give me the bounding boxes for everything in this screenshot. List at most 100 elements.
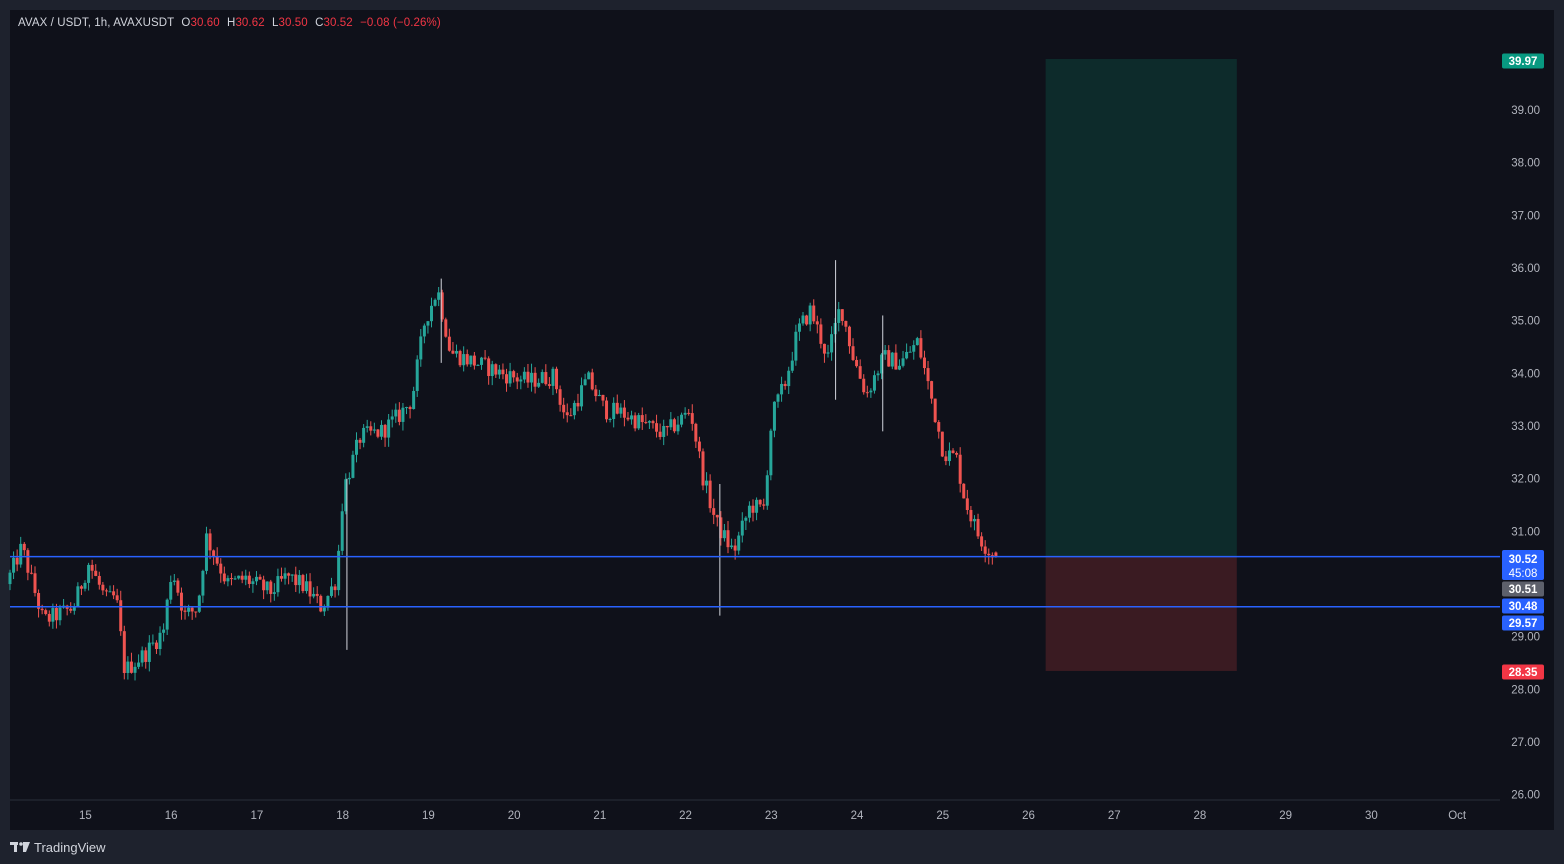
candle-body bbox=[508, 371, 512, 384]
candle-body bbox=[815, 321, 819, 325]
candle-body bbox=[340, 511, 344, 551]
candle-body bbox=[933, 398, 937, 423]
candle-body bbox=[47, 613, 51, 622]
price-axis-label[interactable]: 31.00 bbox=[1511, 526, 1540, 538]
stop-price-tag[interactable]: 28.35 bbox=[1509, 667, 1538, 679]
candle-body bbox=[222, 573, 226, 582]
tradingview-brand[interactable]: TradingView bbox=[10, 838, 106, 856]
candle-body bbox=[190, 607, 194, 612]
target-price-tag-bg bbox=[1502, 53, 1544, 69]
candle-body bbox=[790, 360, 794, 371]
profit-zone[interactable] bbox=[1045, 58, 1237, 557]
price-axis-label[interactable]: 39.00 bbox=[1511, 105, 1540, 117]
candle-body bbox=[808, 305, 812, 325]
candle-body bbox=[408, 407, 412, 410]
candle-body bbox=[965, 498, 969, 511]
last-price-tag[interactable]: 30.51 bbox=[1509, 584, 1538, 596]
loss-zone[interactable] bbox=[1045, 556, 1237, 671]
candle-body bbox=[855, 359, 859, 367]
candle-body bbox=[976, 518, 980, 537]
symbol-legend: AVAX / USDT, 1h, AVAXUSDT O30.60 H30.62 … bbox=[18, 17, 441, 29]
candle-body bbox=[726, 530, 730, 548]
time-axis-label[interactable]: 29 bbox=[1279, 810, 1292, 822]
time-axis-label[interactable]: 24 bbox=[851, 810, 864, 822]
price-axis-label[interactable]: 38.00 bbox=[1511, 158, 1540, 170]
candle-body bbox=[354, 439, 358, 455]
price-axis-label[interactable]: 34.00 bbox=[1511, 368, 1540, 380]
time-axis-label[interactable]: 25 bbox=[936, 810, 949, 822]
candle-body bbox=[837, 309, 841, 323]
candle-body bbox=[97, 575, 101, 585]
bid-price-tag[interactable]: 30.48 bbox=[1509, 601, 1538, 613]
candle-body bbox=[301, 575, 305, 592]
candle-body bbox=[326, 595, 330, 608]
candle-body bbox=[254, 576, 258, 582]
candle-body bbox=[762, 504, 766, 506]
high-value: 30.62 bbox=[235, 17, 265, 29]
candle-body bbox=[819, 324, 823, 344]
time-axis-label[interactable]: 19 bbox=[422, 810, 435, 822]
candle-body bbox=[201, 570, 205, 596]
price-axis-label[interactable]: 28.00 bbox=[1511, 684, 1540, 696]
time-axis-label[interactable]: 16 bbox=[165, 810, 178, 822]
price-axis-label[interactable]: 37.00 bbox=[1511, 210, 1540, 222]
current-price-tag[interactable]: 30.52 bbox=[1509, 554, 1538, 566]
candle-body bbox=[347, 477, 351, 480]
symbol-name[interactable]: AVAX / USDT, 1h, AVAXUSDT bbox=[18, 17, 175, 29]
time-axis-label[interactable]: 27 bbox=[1108, 810, 1121, 822]
candle-body bbox=[308, 581, 312, 597]
candle-body bbox=[112, 591, 116, 596]
candle-body bbox=[908, 351, 912, 353]
candle-body bbox=[605, 400, 609, 420]
candle-body bbox=[490, 364, 494, 377]
price-axis-label[interactable]: 27.00 bbox=[1511, 737, 1540, 749]
candle-body bbox=[687, 412, 691, 414]
time-axis-label[interactable]: 23 bbox=[765, 810, 778, 822]
time-axis-label[interactable]: 15 bbox=[79, 810, 92, 822]
candle-body bbox=[58, 607, 62, 621]
candle-body bbox=[576, 402, 580, 407]
time-axis-label[interactable]: Oct bbox=[1448, 810, 1467, 822]
candle-body bbox=[787, 370, 791, 387]
time-axis-label[interactable]: 21 bbox=[593, 810, 606, 822]
countdown-tag[interactable]: 45:08 bbox=[1509, 568, 1538, 580]
candle-body bbox=[630, 415, 634, 420]
time-axis-label[interactable]: 28 bbox=[1194, 810, 1207, 822]
price-axis-label[interactable]: 33.00 bbox=[1511, 421, 1540, 433]
candle-body bbox=[304, 581, 308, 592]
target-price-tag[interactable]: 39.97 bbox=[1509, 56, 1538, 68]
candle-body bbox=[951, 450, 955, 453]
candle-body bbox=[183, 610, 187, 612]
candle-body bbox=[883, 350, 887, 355]
candle-body bbox=[862, 378, 866, 393]
line-price-tag[interactable]: 29.57 bbox=[1509, 618, 1538, 630]
candle-body bbox=[333, 586, 337, 591]
time-axis-label[interactable]: 26 bbox=[1022, 810, 1035, 822]
time-axis-label[interactable]: 22 bbox=[679, 810, 692, 822]
price-axis-label[interactable]: 32.00 bbox=[1511, 474, 1540, 486]
candle-body bbox=[172, 580, 176, 582]
time-axis-label[interactable]: 18 bbox=[336, 810, 349, 822]
time-axis-label[interactable]: 30 bbox=[1365, 810, 1378, 822]
price-axis-label[interactable]: 35.00 bbox=[1511, 316, 1540, 328]
candle-body bbox=[447, 336, 451, 351]
time-axis-label[interactable]: 20 bbox=[508, 810, 521, 822]
open-value: 30.60 bbox=[190, 17, 220, 29]
candle-body bbox=[212, 550, 216, 557]
time-axis-label[interactable]: 17 bbox=[251, 810, 264, 822]
candle-body bbox=[297, 575, 301, 586]
candle-body bbox=[587, 372, 591, 380]
candle-body bbox=[140, 650, 144, 663]
price-axis-label[interactable]: 29.00 bbox=[1511, 632, 1540, 644]
candle-body bbox=[847, 326, 851, 347]
candle-body bbox=[872, 375, 876, 391]
price-axis-label[interactable]: 26.00 bbox=[1511, 790, 1540, 802]
candle-body bbox=[208, 533, 212, 551]
candle-body bbox=[233, 578, 237, 580]
candle-body bbox=[72, 607, 76, 611]
chart-panel[interactable] bbox=[10, 10, 1554, 830]
candle-body bbox=[880, 354, 884, 374]
price-axis-label[interactable]: 36.00 bbox=[1511, 263, 1540, 275]
candle-body bbox=[237, 575, 241, 579]
